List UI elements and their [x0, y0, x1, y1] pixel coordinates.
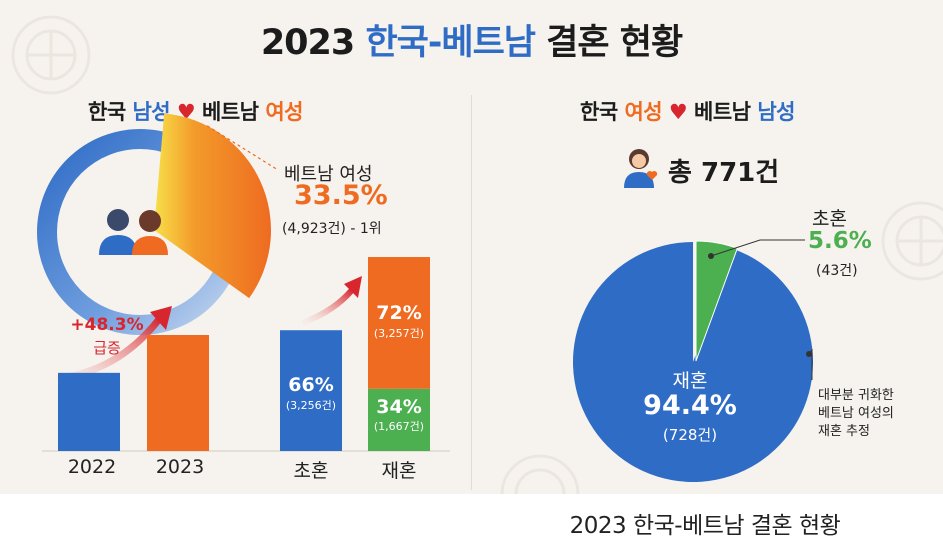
page-title: 2023 한국-베트남 결혼 현황: [260, 23, 683, 63]
note-leader-dot: [806, 351, 812, 357]
remarriage-percent: 94.4%: [643, 390, 737, 421]
heart-icon: ♥: [668, 100, 688, 124]
bar-value-72: 72%: [376, 302, 422, 324]
left-chart: [37, 113, 813, 483]
callout-leader: [206, 125, 279, 171]
corner-ornament-icon: [500, 454, 580, 494]
couple-icon: [99, 209, 168, 255]
note-line-1: 대부분 귀화한: [818, 388, 894, 403]
pie-slice-remarriage: [573, 242, 813, 483]
note-line-2: 베트남 여성의: [818, 406, 894, 421]
corner-ornament-icon: [881, 201, 943, 281]
bar-value-66: 66%: [288, 374, 334, 396]
growth-note: 급증: [93, 339, 121, 357]
callout-detail: (4,923건) - 1위: [282, 221, 382, 237]
first-marriage-label: 초혼: [812, 208, 847, 230]
x-label-first-marriage: 초혼: [293, 460, 329, 482]
woman-heart-icon: [624, 149, 658, 188]
stack-arrow: [302, 287, 355, 325]
first-marriage-percent: 5.6%: [808, 228, 872, 254]
note-line-3: 재혼 추정: [818, 424, 870, 439]
corner-ornament-icon: [11, 15, 91, 95]
bar-count-72: (3,257건): [373, 327, 425, 340]
x-label-remarriage: 재혼: [381, 460, 417, 482]
bar-value-34: 34%: [376, 396, 422, 418]
bar-remarriage-green: [368, 388, 430, 451]
growth-percent: +48.3%: [70, 315, 144, 335]
callout-percent: 33.5%: [294, 180, 388, 211]
x-label-2023: 2023: [155, 456, 205, 478]
right-subtitle: 한국 여성 ♥ 베트남 남성: [580, 100, 795, 124]
first-marriage-count: (43건): [816, 263, 858, 279]
bar-remarriage-orange: [368, 257, 430, 389]
total-count: 총 771건: [668, 158, 780, 188]
bar-first-marriage: [280, 330, 342, 451]
bar-2023: [147, 335, 209, 451]
remarriage-label: 재혼: [672, 370, 708, 392]
growth-arrowhead: [150, 306, 172, 330]
remarriage-count: (728건): [662, 426, 718, 444]
pie-slice-first-marriage: [695, 240, 738, 362]
image-caption: 2023 한국-베트남 결혼 현황: [569, 513, 841, 539]
x-label-2022: 2022: [67, 456, 117, 478]
first-marriage-leader: [710, 239, 805, 257]
panel-divider: [471, 95, 472, 490]
donut-wedge-vietnam-women: [154, 113, 272, 299]
stack-arrowhead: [344, 276, 362, 298]
callout-label: 베트남 여성: [284, 164, 373, 185]
bar-2022: [58, 372, 120, 451]
bar-count-34: (1,667건): [373, 420, 425, 433]
first-marriage-leader-dot: [708, 253, 714, 259]
bar-count-66: (3,256건): [285, 399, 337, 412]
